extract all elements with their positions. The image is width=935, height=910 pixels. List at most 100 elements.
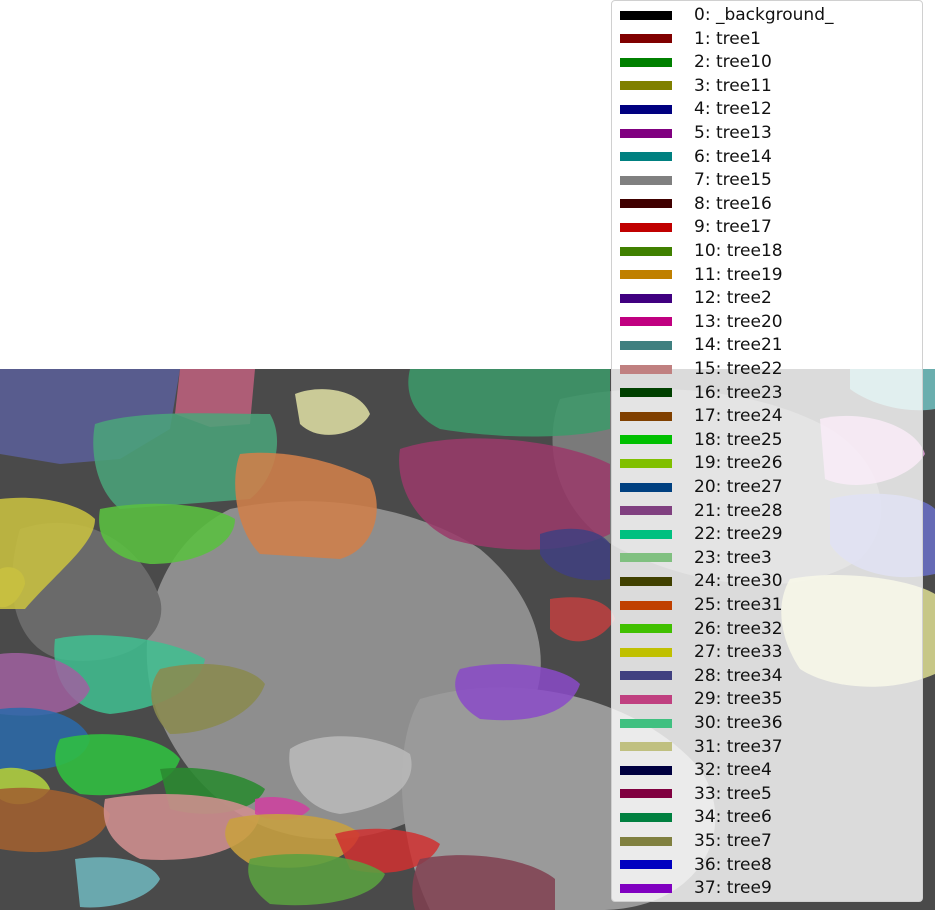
legend-label: 37: tree9 [694, 878, 772, 899]
legend-swatch [620, 175, 672, 185]
legend-item: 9: tree17 [620, 217, 772, 237]
tree-region [0, 653, 90, 716]
tree-region [0, 567, 25, 608]
legend-label: 28: tree34 [694, 665, 783, 686]
tree-region [75, 857, 160, 908]
legend-swatch [620, 836, 672, 846]
legend-item: 14: tree21 [620, 335, 783, 355]
legend-label: 0: _background_ [694, 5, 834, 25]
legend-item: 8: tree16 [620, 194, 772, 214]
legend-item: 17: tree24 [620, 406, 783, 426]
tree-region [540, 528, 610, 581]
legend-label: 18: tree25 [694, 429, 783, 450]
legend-swatch [620, 34, 672, 44]
legend-swatch [620, 812, 672, 822]
legend-swatch [620, 482, 672, 492]
legend-item: 24: tree30 [620, 571, 783, 591]
tree-region [151, 664, 265, 734]
legend-label: 1: tree1 [694, 28, 761, 49]
legend-label: 32: tree4 [694, 760, 772, 781]
legend-item: 22: tree29 [620, 524, 783, 544]
legend-item: 37: tree9 [620, 878, 772, 898]
legend-label: 22: tree29 [694, 524, 783, 545]
tree-region [93, 413, 278, 509]
legend-label: 12: tree2 [694, 288, 772, 309]
legend-label: 24: tree30 [694, 571, 783, 592]
legend-swatch [620, 293, 672, 303]
legend-item: 34: tree6 [620, 807, 772, 827]
legend-swatch [620, 576, 672, 586]
legend-label: 9: tree17 [694, 217, 772, 238]
legend-item: 20: tree27 [620, 477, 783, 497]
tree-region [55, 734, 180, 796]
legend-swatch [620, 624, 672, 634]
legend-item: 13: tree20 [620, 312, 783, 332]
legend-swatch [620, 388, 672, 398]
legend-swatch [620, 694, 672, 704]
legend-label: 15: tree22 [694, 359, 783, 379]
legend-swatch [620, 81, 672, 91]
legend-label: 13: tree20 [694, 311, 783, 332]
legend-item: 25: tree31 [620, 595, 783, 615]
legend-label: 36: tree8 [694, 854, 772, 875]
tree-region [99, 503, 235, 564]
legend-item: 18: tree25 [620, 430, 783, 450]
legend-item: 27: tree33 [620, 642, 783, 662]
legend-item: 26: tree32 [620, 619, 783, 639]
legend-swatch [620, 222, 672, 232]
tree-region [235, 452, 377, 559]
legend-label: 30: tree36 [694, 713, 783, 733]
legend-item: 32: tree4 [620, 760, 772, 780]
legend-swatch [620, 128, 672, 138]
legend-label: 10: tree18 [694, 241, 783, 261]
tree-region [289, 736, 412, 814]
legend-label: 27: tree33 [694, 642, 783, 663]
legend-swatch [620, 765, 672, 775]
tree-region [399, 438, 610, 550]
legend-swatch [620, 600, 672, 610]
tree-region [412, 855, 555, 910]
legend-swatch [620, 883, 672, 893]
legend-item: 31: tree37 [620, 737, 783, 757]
legend-swatch [620, 57, 672, 67]
legend-swatch [620, 553, 672, 563]
legend-swatch [620, 860, 672, 870]
legend-swatch [620, 317, 672, 327]
legend-swatch [620, 10, 672, 20]
legend-swatch [620, 529, 672, 539]
legend-item: 36: tree8 [620, 855, 772, 875]
legend-item: 35: tree7 [620, 831, 772, 851]
legend-item: 28: tree34 [620, 666, 783, 686]
tree-region [550, 597, 615, 642]
tree-region [455, 664, 580, 721]
legend-swatch [620, 647, 672, 657]
legend-item: 1: tree1 [620, 29, 761, 49]
legend-item: 7: tree15 [620, 170, 772, 190]
legend-label: 2: tree10 [694, 52, 772, 73]
tree-region [335, 828, 440, 873]
legend-item: 12: tree2 [620, 288, 772, 308]
legend-label: 5: tree13 [694, 123, 772, 143]
legend-label: 3: tree11 [694, 75, 772, 96]
legend-swatch [620, 152, 672, 162]
legend-swatch [620, 364, 672, 374]
legend-label: 21: tree28 [694, 500, 783, 521]
legend-label: 31: tree37 [694, 736, 783, 757]
legend-swatch [620, 458, 672, 468]
legend-item: 29: tree35 [620, 689, 783, 709]
legend-box: 0: _background_ 1: tree1 2: tree10 3: tr… [611, 0, 923, 902]
tree-region [0, 787, 110, 853]
legend-item: 0: _background_ [620, 5, 834, 25]
tree-region [248, 854, 385, 906]
legend-swatch [620, 199, 672, 209]
legend-label: 23: tree3 [694, 547, 772, 568]
legend-swatch [620, 671, 672, 681]
legend-item: 15: tree22 [620, 359, 783, 379]
legend-swatch [620, 789, 672, 799]
legend-label: 14: tree21 [694, 335, 783, 356]
legend-swatch [620, 246, 672, 256]
legend-label: 8: tree16 [694, 193, 772, 214]
tree-region [103, 794, 260, 860]
legend-item: 3: tree11 [620, 76, 772, 96]
legend-item: 5: tree13 [620, 123, 772, 143]
